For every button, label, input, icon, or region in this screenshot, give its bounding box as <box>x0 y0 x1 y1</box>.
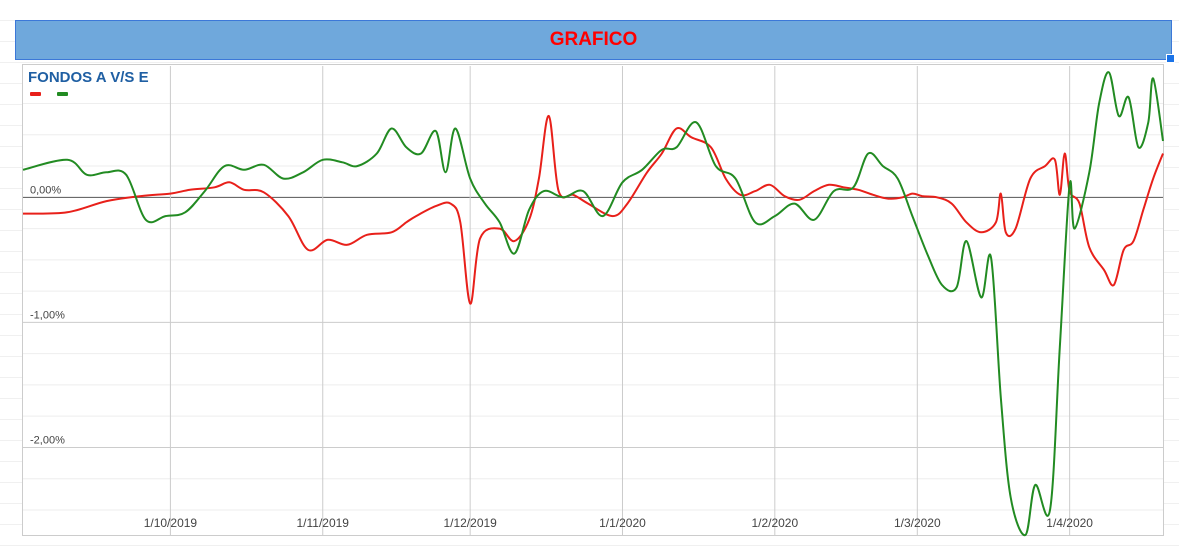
x-tick-label: 1/4/2020 <box>1046 516 1093 530</box>
x-tick-label: 1/2/2020 <box>751 516 798 530</box>
x-tick-label: 1/12/2019 <box>443 516 497 530</box>
y-tick-label: -1,00% <box>30 309 65 321</box>
x-tick-label: 1/11/2019 <box>296 516 349 530</box>
legend-swatch-series-1 <box>30 92 41 96</box>
resize-handle[interactable] <box>1166 54 1175 63</box>
x-tick-label: 1/3/2020 <box>894 516 941 530</box>
chart-header-bar[interactable]: GRAFICO <box>15 20 1175 63</box>
y-tick-label: -2,00% <box>30 434 65 446</box>
legend-swatch-series-2 <box>57 92 68 96</box>
x-tick-label: 1/1/2020 <box>599 516 646 530</box>
x-tick-label: 1/10/2019 <box>144 516 198 530</box>
series-line-1 <box>22 114 1164 305</box>
chart-container[interactable] <box>22 64 1164 536</box>
chart-legend <box>30 92 68 96</box>
series-line-2 <box>22 71 1164 537</box>
chart-title: FONDOS A V/S E <box>28 69 149 86</box>
header-title: GRAFICO <box>549 29 638 50</box>
y-tick-label: 0,00% <box>30 184 61 196</box>
